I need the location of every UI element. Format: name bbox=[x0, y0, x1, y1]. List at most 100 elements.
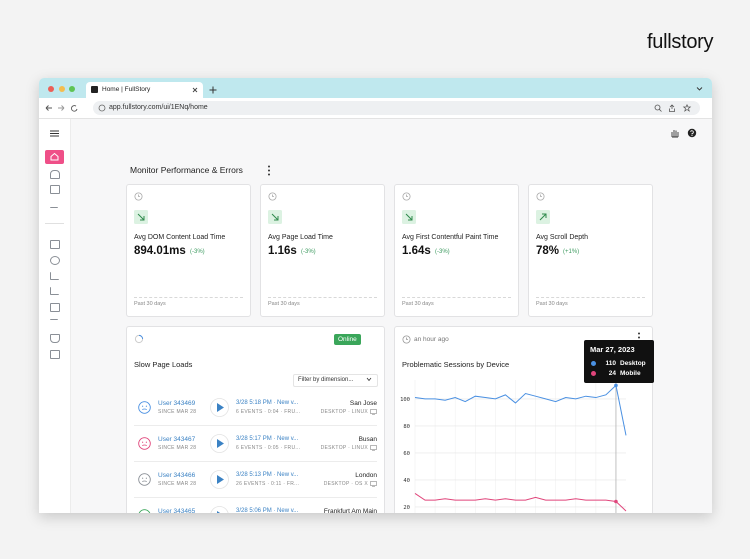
user-name[interactable]: User 343466 bbox=[158, 472, 196, 479]
tooltip-name: Mobile bbox=[620, 370, 641, 377]
play-button[interactable] bbox=[210, 470, 229, 489]
user-name[interactable]: User 343465 bbox=[158, 508, 196, 513]
user-name[interactable]: User 343467 bbox=[158, 436, 196, 443]
favicon bbox=[91, 86, 98, 93]
nav-buttons[interactable] bbox=[45, 104, 79, 112]
clock-icon bbox=[402, 192, 411, 201]
row-divider bbox=[134, 461, 377, 462]
trend-icon bbox=[268, 210, 282, 224]
header-icons[interactable] bbox=[670, 128, 698, 138]
play-button[interactable] bbox=[210, 506, 229, 513]
journeys-icon[interactable] bbox=[50, 319, 58, 327]
tab-close[interactable] bbox=[192, 87, 198, 93]
trend-icon bbox=[536, 210, 550, 224]
alerts-icon[interactable] bbox=[50, 170, 60, 179]
tooltip-name: Desktop bbox=[620, 360, 646, 367]
toolbar-icons[interactable] bbox=[654, 104, 694, 112]
metric-period: Past 30 days bbox=[536, 301, 568, 307]
device-icon bbox=[370, 445, 377, 451]
user-name[interactable]: User 343469 bbox=[158, 400, 196, 407]
metric-period: Past 30 days bbox=[402, 301, 434, 307]
funnels-icon[interactable] bbox=[50, 303, 60, 312]
conversions-icon[interactable] bbox=[50, 334, 60, 343]
series-line bbox=[414, 384, 627, 436]
metric-change: (-3%) bbox=[190, 249, 205, 255]
close-dot[interactable] bbox=[48, 86, 54, 92]
site-info-icon[interactable] bbox=[98, 104, 106, 112]
user-face bbox=[138, 437, 151, 450]
dashed-line bbox=[268, 297, 377, 298]
sidebar-divider bbox=[45, 223, 64, 224]
metric-change: (+1%) bbox=[563, 249, 580, 255]
dashed-line bbox=[402, 297, 511, 298]
notes-icon[interactable] bbox=[50, 185, 60, 194]
clock-icon bbox=[402, 335, 411, 344]
session-link[interactable]: 3/28 5:18 PM · New v... bbox=[236, 400, 299, 406]
session-events: 26 EVENTS · 0:11 · FR... bbox=[236, 481, 300, 487]
chart-title: Problematic Sessions by Device bbox=[402, 360, 510, 369]
metric-label: Avg DOM Content Load Time bbox=[134, 234, 226, 241]
device: DESKTOP · LINUX bbox=[320, 409, 368, 415]
play-button[interactable] bbox=[210, 398, 229, 417]
user-face bbox=[138, 473, 151, 486]
tab-menu[interactable] bbox=[696, 86, 703, 92]
tooltip-value: 110 bbox=[605, 360, 617, 367]
play-button[interactable] bbox=[210, 434, 229, 453]
metric-value: 78% bbox=[536, 245, 560, 257]
metric-value: 1.64s bbox=[402, 245, 431, 257]
chart: 100 80 60 40 20 bbox=[400, 378, 627, 513]
url-bar[interactable] bbox=[93, 101, 700, 115]
segments-icon[interactable] bbox=[50, 256, 60, 265]
user-face bbox=[138, 401, 151, 414]
metric-label: Avg First Contentful Paint Time bbox=[402, 234, 499, 241]
trend-icon bbox=[402, 210, 416, 224]
status-badge: Online bbox=[334, 334, 361, 345]
minimize-dot[interactable] bbox=[59, 86, 65, 92]
url: app.fullstory.com/ui/1ENq/home bbox=[109, 104, 208, 111]
y-tick-label: 60 bbox=[403, 451, 410, 457]
session-link[interactable]: 3/28 5:17 PM · New v... bbox=[236, 436, 299, 442]
row-divider bbox=[134, 497, 377, 498]
home-icon bbox=[50, 152, 59, 161]
session-events: 6 EVENTS · 0:05 · FRU... bbox=[236, 445, 301, 451]
tab[interactable] bbox=[86, 82, 203, 98]
dashboards-icon[interactable] bbox=[50, 240, 60, 249]
device: DESKTOP · LINUX bbox=[320, 445, 368, 451]
series-line bbox=[414, 492, 627, 512]
metrics-icon[interactable] bbox=[50, 287, 59, 295]
legend-dot bbox=[591, 361, 596, 366]
metric-label: Avg Page Load Time bbox=[268, 234, 333, 241]
trends-icon[interactable] bbox=[50, 272, 59, 280]
device-icon bbox=[370, 481, 377, 487]
menu-icon[interactable] bbox=[50, 130, 59, 137]
city: Busan bbox=[358, 436, 377, 443]
session-link[interactable]: 3/28 5:13 PM · New v... bbox=[236, 472, 299, 478]
trend-icon bbox=[134, 210, 148, 224]
metric-label: Avg Scroll Depth bbox=[536, 234, 589, 241]
metric-change: (-3%) bbox=[301, 249, 316, 255]
home-button[interactable] bbox=[45, 150, 64, 164]
clock-icon bbox=[134, 192, 143, 201]
tab-bar bbox=[39, 78, 712, 98]
dashed-line bbox=[536, 297, 645, 298]
clock-icon bbox=[268, 192, 277, 201]
filter-label: Filter by dimension... bbox=[298, 377, 354, 383]
user-face bbox=[138, 509, 151, 513]
download-icon[interactable] bbox=[50, 200, 58, 208]
filter-caret bbox=[366, 377, 372, 382]
metric-period: Past 30 days bbox=[134, 301, 166, 307]
section-menu[interactable] bbox=[267, 165, 271, 176]
section-title: Monitor Performance & Errors bbox=[130, 165, 243, 175]
y-tick-label: 100 bbox=[400, 397, 410, 403]
device: DESKTOP · OS X bbox=[323, 481, 368, 487]
loading-icon bbox=[134, 334, 144, 344]
city: London bbox=[355, 472, 377, 479]
settings-icon[interactable] bbox=[50, 350, 60, 359]
tab-title: Home | FullStory bbox=[102, 86, 151, 93]
filter-dropdown[interactable] bbox=[293, 374, 378, 387]
hover-point bbox=[614, 499, 618, 504]
maximize-dot[interactable] bbox=[69, 86, 75, 92]
city: Frankfurt Am Main bbox=[323, 508, 377, 513]
new-tab[interactable] bbox=[209, 86, 217, 94]
session-link[interactable]: 3/28 5:06 PM · New v... bbox=[236, 508, 299, 513]
